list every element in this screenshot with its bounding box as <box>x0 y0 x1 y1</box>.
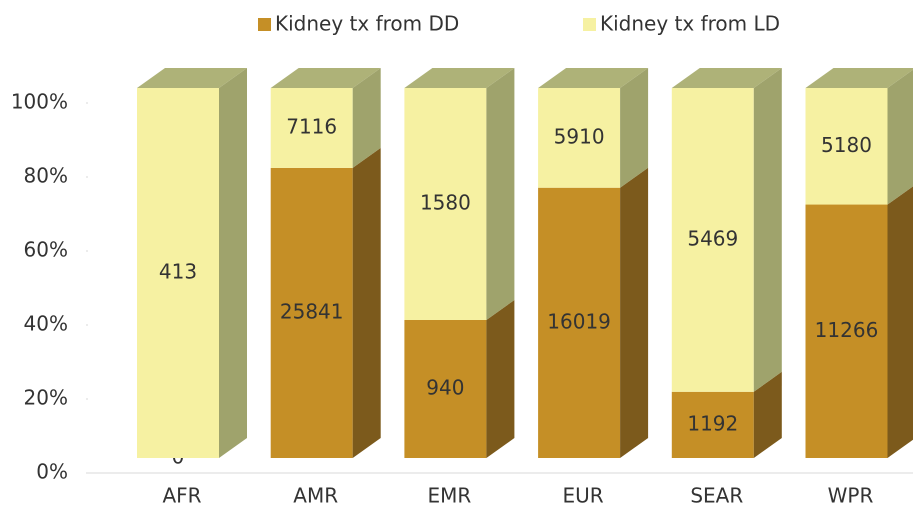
bar <box>137 88 219 458</box>
bar-side <box>753 68 782 392</box>
bar-top <box>270 68 381 88</box>
bar <box>538 187 621 458</box>
bar <box>805 204 888 458</box>
y-tick-label: 40% <box>24 312 68 336</box>
data-label: 5469 <box>687 226 738 250</box>
bar-side <box>887 69 913 205</box>
bar-side <box>753 371 782 458</box>
bar <box>671 391 754 458</box>
legend-swatch <box>258 18 271 31</box>
bar-side <box>352 68 381 168</box>
bar <box>270 167 353 458</box>
bar <box>538 88 621 188</box>
y-tick-label: 100% <box>11 90 68 114</box>
y-tick-label: 0% <box>36 460 68 484</box>
bar-side <box>352 147 381 458</box>
bar-top <box>538 68 649 88</box>
bar <box>671 88 754 392</box>
data-label: 1192 <box>687 411 738 435</box>
bar-side <box>620 167 649 458</box>
data-label: 940 <box>426 375 464 399</box>
bar <box>805 88 888 205</box>
bar-top <box>137 68 247 88</box>
bar-top <box>671 68 782 88</box>
y-tick-label: 20% <box>24 386 68 410</box>
bar-side <box>620 68 649 188</box>
x-tick-label: AMR <box>293 484 338 508</box>
x-tick-label: AFR <box>162 484 201 508</box>
bar-side <box>887 186 913 458</box>
data-label: 7116 <box>286 114 337 138</box>
legend-label: Kidney tx from LD <box>600 12 780 36</box>
bar <box>404 319 487 458</box>
data-label: 25841 <box>280 299 344 323</box>
x-tick-label: EMR <box>428 484 472 508</box>
bar-top <box>404 68 515 88</box>
bar <box>404 88 487 320</box>
y-tick-label: 80% <box>24 164 68 188</box>
data-label: 1580 <box>420 190 471 214</box>
data-label: 5910 <box>554 124 605 148</box>
data-label: 5180 <box>821 133 872 157</box>
bar-side <box>486 68 515 320</box>
y-tick-label: 60% <box>24 238 68 262</box>
data-label: 11266 <box>815 318 879 342</box>
bar-side <box>486 299 515 458</box>
legend-swatch <box>583 18 596 31</box>
bar <box>270 88 353 168</box>
bar-top <box>805 68 913 88</box>
x-tick-label: EUR <box>563 484 604 508</box>
data-label: 16019 <box>547 309 611 333</box>
bar-side <box>219 68 247 458</box>
x-tick-label: SEAR <box>690 484 743 508</box>
data-label: 413 <box>159 260 197 284</box>
legend-label: Kidney tx from DD <box>275 12 459 36</box>
x-tick-label: WPR <box>828 484 874 508</box>
